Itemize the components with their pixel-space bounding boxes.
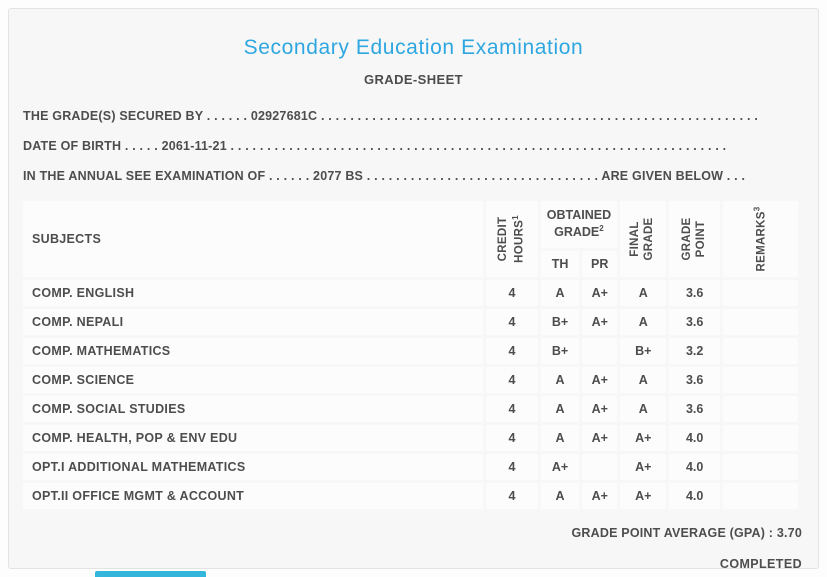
cell-subject: COMP. SOCIAL STUDIES [23, 396, 484, 422]
info-line-examination-year: IN THE ANNUAL SEE EXAMINATION OF . . . .… [23, 169, 746, 183]
cell-grade-point: 4.0 [669, 425, 721, 451]
final-grade-rotated-label: FINAL GRADE [629, 217, 656, 261]
cell-grade-point: 3.2 [669, 338, 721, 364]
cell-subject: COMP. ENGLISH [23, 280, 484, 306]
table-row: OPT.II OFFICE MGMT & ACCOUNT 4 A A+ A+ 4.0 [23, 483, 798, 509]
cell-credit-hours: 4 [486, 367, 538, 393]
cell-final-grade: A+ [620, 454, 667, 480]
grade-sheet-card: Secondary Education Examination GRADE-SH… [8, 8, 819, 569]
cell-grade-point: 3.6 [669, 396, 721, 422]
cell-th: B+ [540, 309, 580, 335]
info-line-grades-secured-by: THE GRADE(S) SECURED BY . . . . . . 0292… [23, 109, 759, 123]
cell-credit-hours: 4 [486, 396, 538, 422]
cell-pr: A+ [582, 309, 618, 335]
cell-credit-hours: 4 [486, 454, 538, 480]
cell-final-grade: A [620, 396, 667, 422]
status: COMPLETED [23, 557, 804, 569]
page-title: Secondary Education Examination [243, 36, 584, 59]
cell-remarks [723, 396, 798, 422]
cell-final-grade: B+ [620, 338, 667, 364]
cell-credit-hours: 4 [486, 425, 538, 451]
gpa-value: 3.70 [776, 526, 802, 540]
gpa-label: GRADE POINT AVERAGE (GPA) : [571, 526, 774, 540]
cell-final-grade: A [620, 280, 667, 306]
cell-remarks [723, 367, 798, 393]
cell-remarks [723, 280, 798, 306]
cell-pr: A+ [582, 367, 618, 393]
cell-th: A [540, 367, 580, 393]
cell-th: A [540, 425, 580, 451]
cell-grade-point: 4.0 [669, 483, 721, 509]
col-header-grade-point: GRADE POINT [669, 201, 721, 277]
cell-remarks [723, 483, 798, 509]
cell-final-grade: A [620, 309, 667, 335]
cell-pr [582, 338, 618, 364]
cell-pr: A+ [582, 483, 618, 509]
cell-subject: OPT.I ADDITIONAL MATHEMATICS [23, 454, 484, 480]
info-line-date-of-birth: DATE OF BIRTH . . . . . 2061-11-21 . . .… [23, 139, 727, 153]
remarks-rotated-label: REMARKS3 [752, 206, 768, 272]
cell-subject: COMP. HEALTH, POP & ENV EDU [23, 425, 484, 451]
col-header-th: TH [540, 251, 580, 277]
cell-credit-hours: 4 [486, 280, 538, 306]
cell-credit-hours: 4 [486, 338, 538, 364]
grades-table: SUBJECTS CREDIT HOURS1 OBTAINED GRADE2 F [20, 198, 801, 512]
cell-remarks [723, 338, 798, 364]
cell-th: A [540, 396, 580, 422]
col-header-subjects: SUBJECTS [23, 201, 484, 277]
cell-th: A [540, 280, 580, 306]
cell-credit-hours: 4 [486, 309, 538, 335]
cell-subject: OPT.II OFFICE MGMT & ACCOUNT [23, 483, 484, 509]
col-header-final-grade: FINAL GRADE [620, 201, 667, 277]
table-row: OPT.I ADDITIONAL MATHEMATICS 4 A+ A+ 4.0 [23, 454, 798, 480]
table-row: COMP. HEALTH, POP & ENV EDU 4 A A+ A+ 4.0 [23, 425, 798, 451]
cell-remarks [723, 309, 798, 335]
cell-pr: A+ [582, 425, 618, 451]
cell-final-grade: A+ [620, 425, 667, 451]
cell-subject: COMP. MATHEMATICS [23, 338, 484, 364]
cell-pr [582, 454, 618, 480]
credit-hours-rotated-label: CREDIT HOURS1 [496, 215, 526, 263]
candidate-info-section: THE GRADE(S) SECURED BY . . . . . . 0292… [23, 106, 804, 196]
grade-point-rotated-label: GRADE POINT [680, 217, 707, 261]
cell-final-grade: A [620, 367, 667, 393]
cell-th: A [540, 483, 580, 509]
cell-th: A+ [540, 454, 580, 480]
cell-pr: A+ [582, 280, 618, 306]
cell-grade-point: 3.6 [669, 367, 721, 393]
table-row: COMP. SCIENCE 4 A A+ A 3.6 [23, 367, 798, 393]
cell-th: B+ [540, 338, 580, 364]
status-text: COMPLETED [719, 557, 802, 569]
col-header-obtained-grade: OBTAINED GRADE2 [540, 201, 618, 248]
grade-sheet-heading: GRADE-SHEET [363, 72, 464, 87]
cell-grade-point: 4.0 [669, 454, 721, 480]
cell-subject: COMP. NEPALI [23, 309, 484, 335]
col-header-remarks: REMARKS3 [723, 201, 798, 277]
cell-grade-point: 3.6 [669, 280, 721, 306]
table-row: COMP. SOCIAL STUDIES 4 A A+ A 3.6 [23, 396, 798, 422]
col-header-pr: PR [582, 251, 618, 277]
gpa-summary: GRADE POINT AVERAGE (GPA) : 3.70 [23, 526, 804, 540]
cell-remarks [723, 454, 798, 480]
col-header-credit-hours: CREDIT HOURS1 [486, 201, 538, 277]
cell-credit-hours: 4 [486, 483, 538, 509]
cell-final-grade: A+ [620, 483, 667, 509]
cell-pr: A+ [582, 396, 618, 422]
below-fold-element[interactable] [95, 571, 206, 577]
table-row: COMP. ENGLISH 4 A A+ A 3.6 [23, 280, 798, 306]
cell-grade-point: 3.6 [669, 309, 721, 335]
table-row: COMP. MATHEMATICS 4 B+ B+ 3.2 [23, 338, 798, 364]
table-row: COMP. NEPALI 4 B+ A+ A 3.6 [23, 309, 798, 335]
cell-subject: COMP. SCIENCE [23, 367, 484, 393]
cell-remarks [723, 425, 798, 451]
